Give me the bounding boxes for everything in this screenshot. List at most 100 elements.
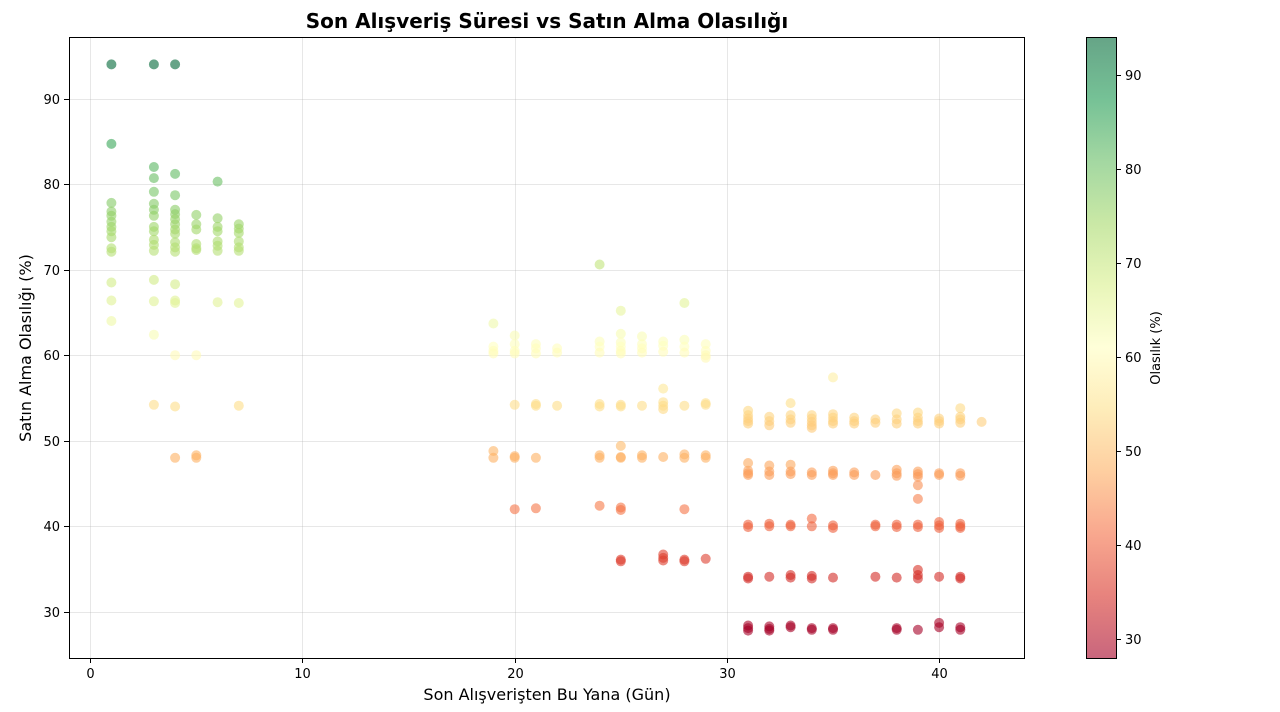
data-point bbox=[170, 350, 181, 361]
y-tick-label: 50 bbox=[43, 435, 60, 450]
data-point bbox=[764, 470, 775, 480]
axis-ticks: 0 10 20 30 40 30 40 50 60 70 80 90 bbox=[43, 93, 947, 682]
data-point bbox=[594, 401, 605, 412]
data-point bbox=[891, 572, 902, 583]
data-point bbox=[594, 500, 605, 511]
colorbar-ticks: 30 40 50 60 70 80 90 bbox=[1116, 69, 1142, 648]
data-point bbox=[849, 470, 860, 480]
data-point bbox=[828, 418, 838, 429]
data-point bbox=[806, 573, 817, 584]
colorbar-tick-label: 30 bbox=[1125, 633, 1142, 648]
data-point bbox=[615, 348, 626, 359]
data-point bbox=[679, 347, 690, 358]
data-point bbox=[679, 400, 690, 411]
colorbar-tick-label: 60 bbox=[1125, 351, 1142, 366]
data-point bbox=[764, 420, 775, 431]
data-point bbox=[700, 352, 711, 363]
data-point bbox=[615, 440, 626, 451]
data-point bbox=[170, 401, 181, 412]
data-point bbox=[785, 398, 796, 409]
data-point bbox=[191, 209, 202, 220]
data-point bbox=[488, 348, 499, 359]
data-point bbox=[233, 227, 244, 238]
data-point bbox=[148, 245, 159, 256]
data-point bbox=[934, 470, 945, 480]
data-point bbox=[552, 347, 563, 358]
data-point bbox=[106, 138, 117, 149]
data-point bbox=[615, 328, 626, 339]
data-point bbox=[637, 452, 647, 463]
data-point bbox=[955, 470, 966, 481]
colorbar bbox=[1086, 37, 1116, 658]
data-point bbox=[191, 245, 202, 255]
data-point bbox=[828, 624, 838, 635]
data-point bbox=[785, 622, 796, 633]
data-point bbox=[743, 470, 754, 480]
y-tick-label: 70 bbox=[43, 264, 60, 279]
x-tick-label: 30 bbox=[719, 667, 736, 682]
data-point bbox=[594, 259, 605, 270]
data-point bbox=[509, 348, 520, 359]
data-point bbox=[870, 571, 881, 582]
data-point bbox=[828, 372, 838, 383]
data-point bbox=[191, 452, 202, 463]
data-point bbox=[934, 418, 945, 429]
data-point bbox=[891, 418, 902, 429]
data-point bbox=[170, 279, 181, 290]
data-point bbox=[743, 625, 754, 636]
data-point bbox=[637, 400, 647, 411]
data-point bbox=[870, 470, 881, 480]
data-point bbox=[976, 416, 987, 427]
data-point bbox=[615, 505, 626, 515]
data-point bbox=[106, 246, 117, 257]
data-point bbox=[637, 331, 647, 342]
data-point bbox=[509, 330, 520, 341]
data-point bbox=[955, 403, 966, 414]
data-point bbox=[148, 329, 159, 340]
data-point bbox=[106, 316, 117, 326]
x-tick-label: 40 bbox=[931, 667, 948, 682]
data-point bbox=[488, 452, 499, 463]
data-point bbox=[148, 274, 159, 285]
y-tick-label: 30 bbox=[43, 606, 60, 621]
data-point bbox=[912, 493, 923, 504]
data-point bbox=[806, 422, 817, 433]
data-point bbox=[106, 197, 117, 208]
data-point bbox=[870, 417, 881, 428]
data-point bbox=[785, 521, 796, 532]
data-point bbox=[806, 624, 817, 635]
data-point bbox=[679, 504, 690, 515]
data-point bbox=[934, 622, 945, 633]
y-tick-label: 60 bbox=[43, 349, 60, 364]
data-point bbox=[912, 522, 923, 533]
data-point bbox=[658, 452, 669, 462]
grid-lines bbox=[69, 37, 1024, 658]
data-point bbox=[106, 277, 117, 288]
data-point bbox=[658, 383, 669, 394]
data-point bbox=[552, 400, 563, 411]
x-axis-label: Son Alışverişten Bu Yana (Gün) bbox=[423, 685, 670, 704]
data-point bbox=[679, 556, 690, 567]
data-point bbox=[615, 401, 626, 412]
data-point bbox=[828, 470, 838, 480]
data-point bbox=[828, 572, 838, 583]
data-point bbox=[912, 480, 923, 491]
data-point bbox=[870, 521, 881, 532]
data-point bbox=[637, 347, 647, 358]
data-point bbox=[849, 418, 860, 429]
data-point bbox=[148, 173, 159, 184]
data-point bbox=[148, 162, 159, 172]
data-point bbox=[488, 318, 499, 329]
data-point bbox=[764, 625, 775, 636]
data-point bbox=[679, 298, 690, 308]
data-point bbox=[891, 470, 902, 481]
data-point bbox=[764, 571, 775, 582]
data-point bbox=[170, 298, 181, 308]
data-point bbox=[934, 523, 945, 533]
data-point bbox=[912, 573, 923, 584]
colorbar-tick-label: 70 bbox=[1125, 257, 1142, 272]
data-point bbox=[955, 417, 966, 428]
data-point bbox=[233, 298, 244, 308]
data-point bbox=[615, 305, 626, 316]
